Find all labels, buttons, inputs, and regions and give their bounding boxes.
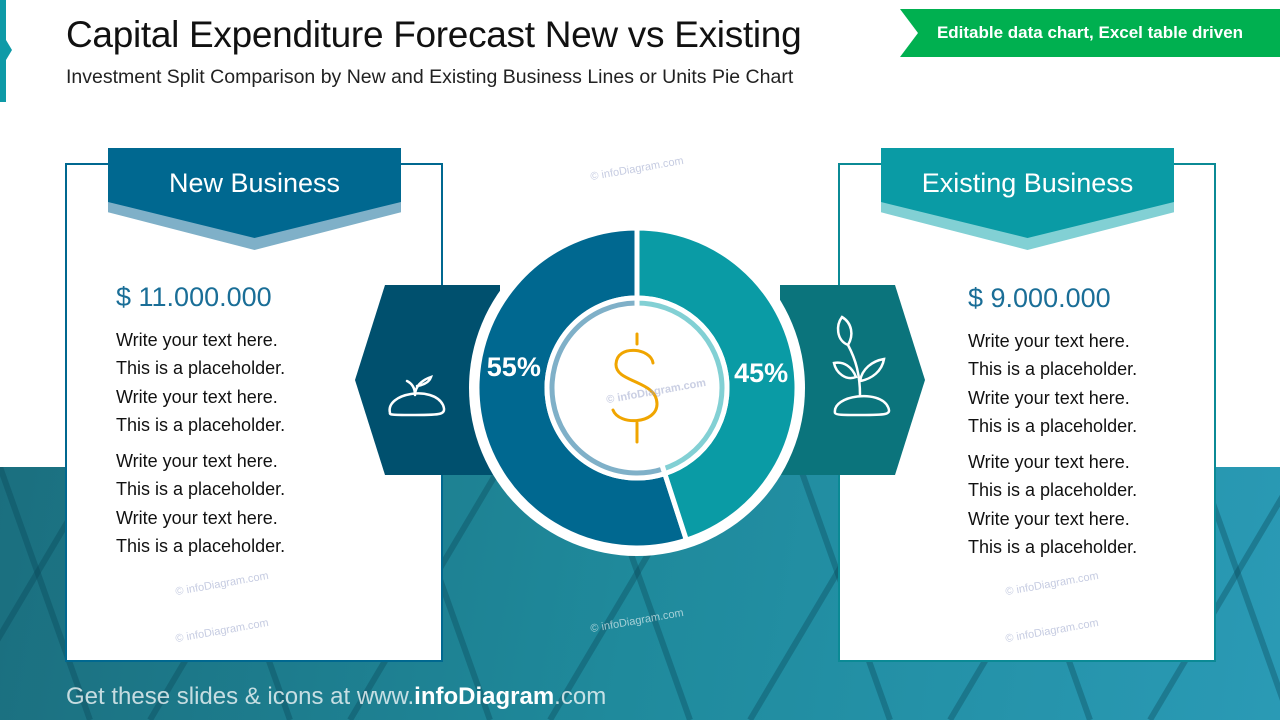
existing-business-amount: $ 9.000.000 xyxy=(968,283,1111,313)
new-business-hexagon xyxy=(355,285,500,475)
text-line: This is a placeholder. xyxy=(968,480,1138,501)
donut-label-new: 55% xyxy=(487,352,541,382)
page-title: Capital Expenditure Forecast New vs Exis… xyxy=(66,14,802,55)
text-line: Write your text here. xyxy=(968,387,1130,408)
editable-badge: Editable data chart, Excel table driven xyxy=(900,9,1280,57)
page-subtitle: Investment Split Comparison by New and E… xyxy=(66,66,794,88)
text-line: This is a placeholder. xyxy=(968,415,1138,436)
footer-link[interactable]: Get these slides & icons at www.infoDiag… xyxy=(66,683,606,711)
text-line: This is a placeholder. xyxy=(968,359,1138,380)
donut-center xyxy=(557,308,717,468)
text-line: Write your text here. xyxy=(116,386,278,407)
text-line: Write your text here. xyxy=(116,451,278,472)
footer-suffix: .com xyxy=(554,683,607,710)
existing-business-text: Write your text here. This is a placehold… xyxy=(968,327,1137,561)
text-line: Write your text here. xyxy=(968,331,1130,351)
badge-text: Editable data chart, Excel table driven xyxy=(936,23,1244,42)
text-line: This is a placeholder. xyxy=(116,536,286,557)
text-line: Write your text here. xyxy=(116,330,278,350)
donut-chart: 55% 45% © infoDiagram.com xyxy=(469,220,805,556)
dollar-icon xyxy=(611,332,659,444)
watermark: © infoDiagram.com xyxy=(589,154,685,184)
text-line: This is a placeholder. xyxy=(116,479,286,500)
text-line: Write your text here. xyxy=(968,508,1130,529)
donut-label-existing: 45% xyxy=(734,358,788,388)
seedling-sprout-icon xyxy=(388,375,446,417)
existing-business-ribbon: Existing Business xyxy=(881,148,1174,250)
text-line: This is a placeholder. xyxy=(116,358,286,379)
text-line: This is a placeholder. xyxy=(116,414,286,435)
text-line: Write your text here. xyxy=(968,452,1130,473)
title-accent-bar xyxy=(0,0,12,102)
footer-prefix: Get these slides & icons at www. xyxy=(66,683,415,710)
existing-business-hexagon xyxy=(780,285,925,475)
footer-brand: infoDiagram xyxy=(414,683,555,710)
text-line: Write your text here. xyxy=(116,507,278,528)
existing-business-title: Existing Business xyxy=(881,148,1174,238)
new-business-title: New Business xyxy=(108,148,401,238)
new-business-text: Write your text here. This is a placehold… xyxy=(116,326,285,560)
new-business-ribbon: New Business xyxy=(108,148,401,250)
text-line: This is a placeholder. xyxy=(968,537,1138,558)
new-business-amount: $ 11.000.000 xyxy=(116,282,272,312)
pattern-line xyxy=(1147,494,1280,720)
growing-plant-icon xyxy=(832,315,891,417)
pattern-line xyxy=(0,467,93,720)
